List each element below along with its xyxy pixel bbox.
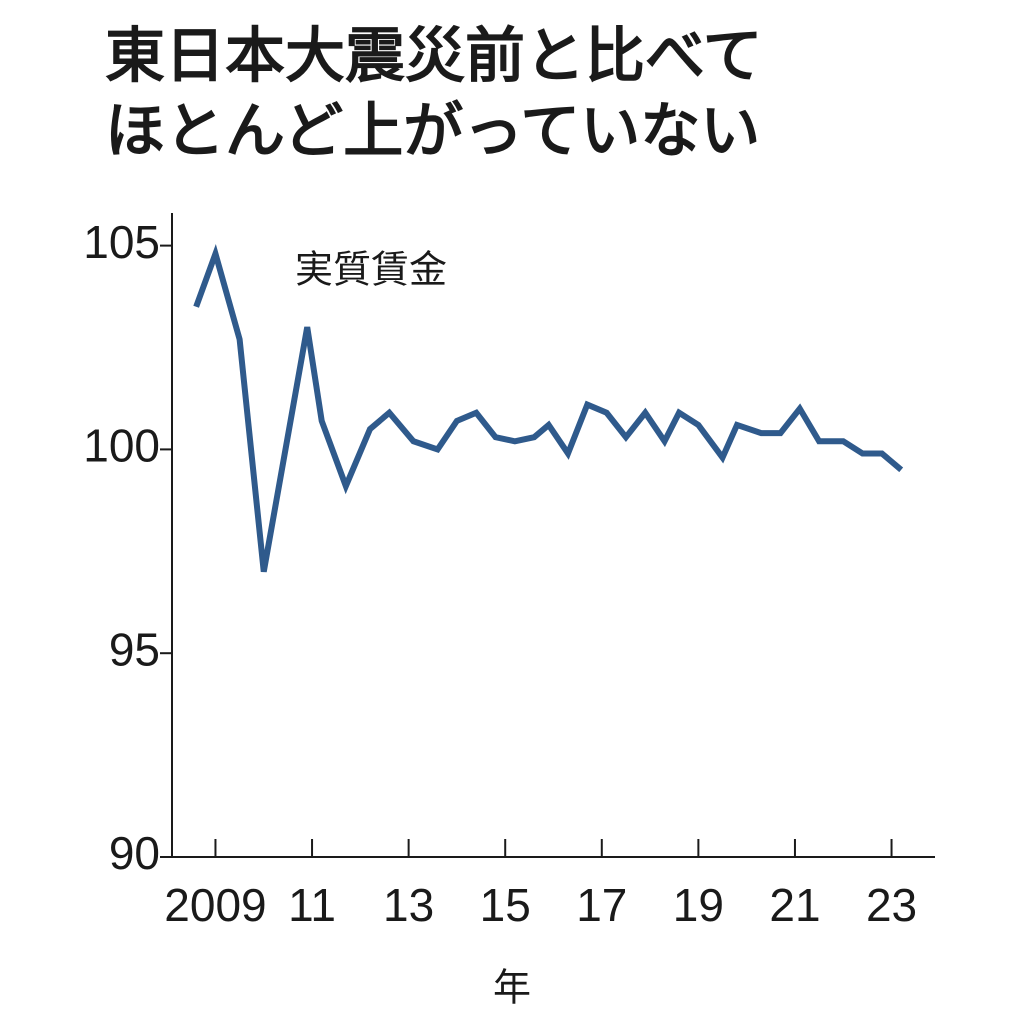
x-axis-label: 年 xyxy=(493,966,531,1010)
chart-title: ほとんど上がっていない xyxy=(105,97,760,167)
x-tick-label: 13 xyxy=(383,879,434,931)
x-tick-label: 15 xyxy=(480,879,531,931)
chart-title: 東日本大震災前と比べて xyxy=(105,22,763,92)
x-tick-label: 21 xyxy=(769,879,820,931)
y-tick-label: 90 xyxy=(109,827,160,879)
x-tick-label: 19 xyxy=(673,879,724,931)
y-tick-label: 100 xyxy=(83,420,160,472)
x-tick-label: 2009 xyxy=(164,879,266,931)
data-line xyxy=(193,244,904,573)
annotation: 実質賃金 xyxy=(295,248,447,292)
y-tick-label: 95 xyxy=(109,623,160,675)
x-tick-label: 11 xyxy=(288,879,336,931)
x-tick-label: 23 xyxy=(866,879,917,931)
y-tick-label: 105 xyxy=(83,216,160,268)
x-tick-label: 17 xyxy=(576,879,627,931)
